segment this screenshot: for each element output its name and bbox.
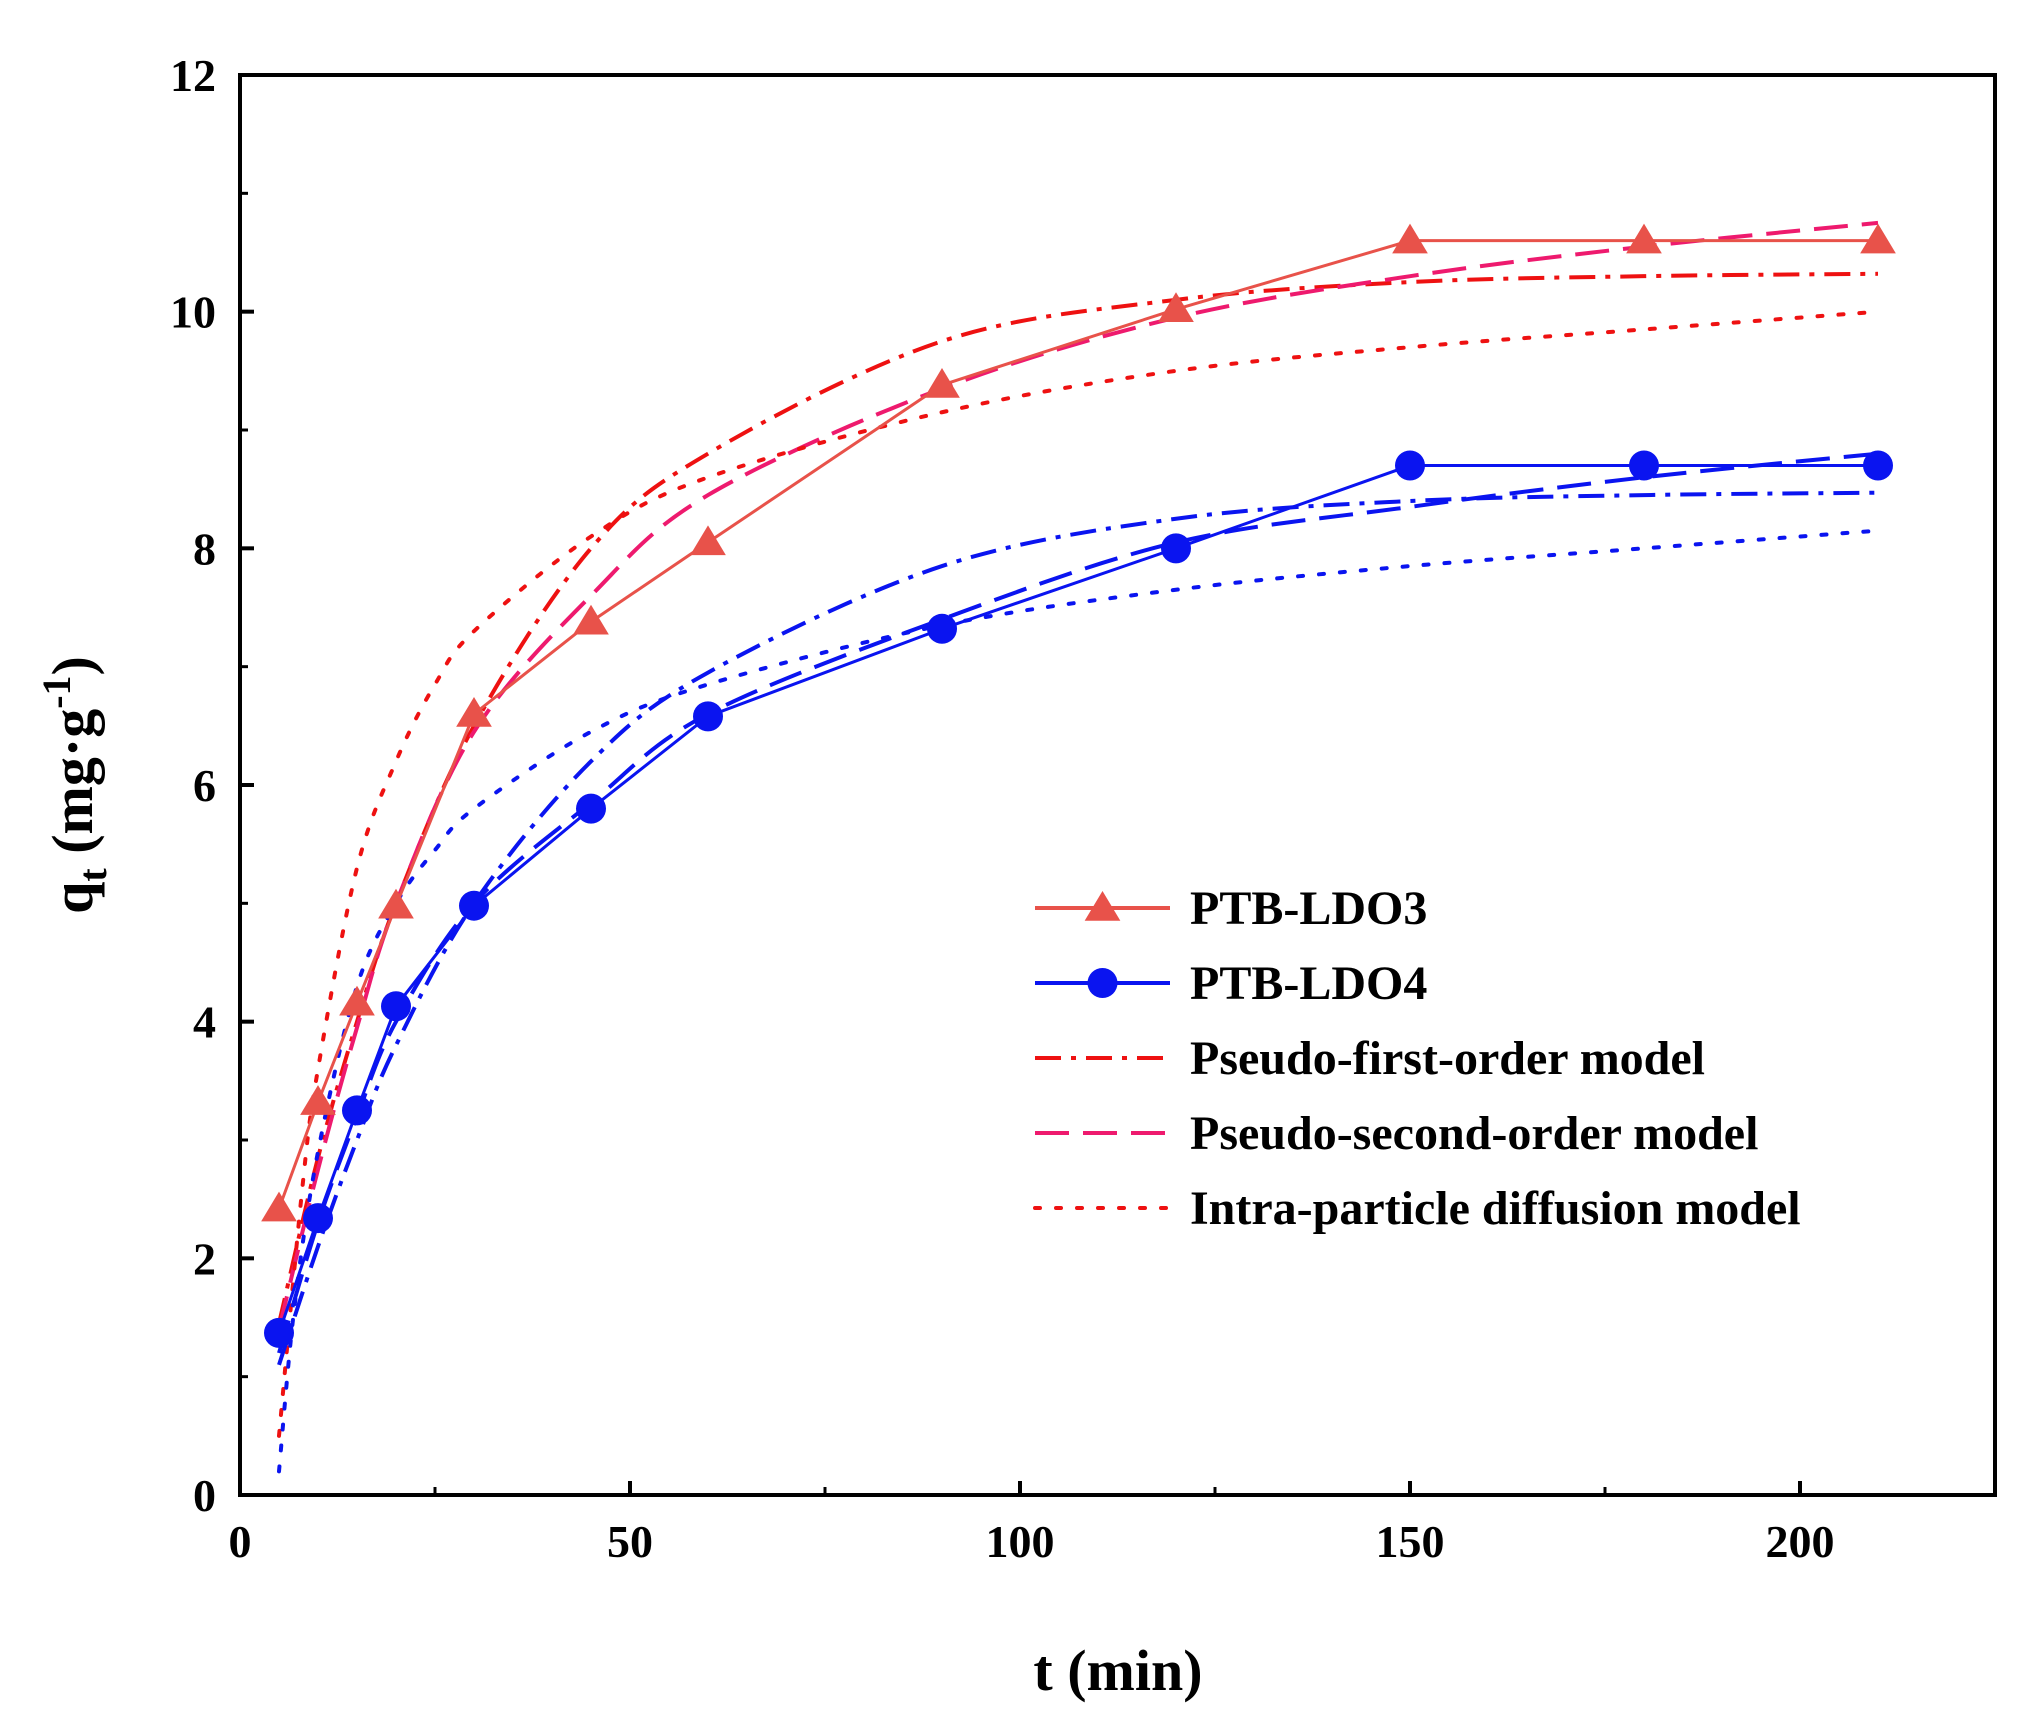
data-point bbox=[927, 613, 957, 644]
plot-markers bbox=[261, 223, 1896, 1348]
plot-curves bbox=[277, 220, 1880, 1474]
data-point bbox=[1395, 450, 1425, 481]
data-point bbox=[300, 1085, 336, 1115]
y-axis-label-close: ) bbox=[40, 656, 105, 675]
legend-marker bbox=[1087, 968, 1118, 998]
data-point bbox=[573, 604, 609, 635]
data-point bbox=[456, 697, 492, 727]
y-tick-label: 4 bbox=[193, 997, 216, 1048]
y-tick-label: 6 bbox=[193, 760, 216, 811]
y-tick-label: 12 bbox=[170, 50, 216, 101]
data-point bbox=[924, 368, 960, 398]
data-point bbox=[459, 890, 489, 921]
x-tick-label: 200 bbox=[1766, 1516, 1835, 1567]
data-point bbox=[1626, 223, 1662, 254]
data-point bbox=[261, 1191, 297, 1222]
legend-label: PTB-LDO3 bbox=[1190, 882, 1427, 935]
legend-label: Pseudo-first-order model bbox=[1190, 1032, 1705, 1085]
y-axis-label: qt (mg·g-1) bbox=[34, 656, 115, 914]
x-tick-label: 50 bbox=[607, 1516, 653, 1567]
data-point bbox=[1161, 533, 1191, 564]
model-curve bbox=[277, 220, 1879, 1330]
data-point bbox=[264, 1317, 294, 1348]
legend-marker bbox=[1084, 891, 1121, 921]
plot-frame bbox=[238, 73, 1997, 1497]
x-tick-label: 150 bbox=[1376, 1516, 1445, 1567]
data-point bbox=[693, 701, 723, 732]
data-point bbox=[690, 525, 726, 556]
model-curve bbox=[277, 309, 1880, 1438]
y-tick-label: 2 bbox=[193, 1233, 216, 1284]
legend-label: Pseudo-second-order model bbox=[1190, 1107, 1758, 1160]
y-tick-label: 8 bbox=[193, 523, 216, 574]
legend-label: PTB-LDO4 bbox=[1190, 957, 1427, 1010]
y-tick-label: 10 bbox=[170, 287, 216, 338]
data-point bbox=[576, 793, 606, 824]
data-point bbox=[1629, 450, 1659, 481]
model-curve bbox=[277, 271, 1879, 1324]
data-point bbox=[381, 991, 411, 1022]
data-point bbox=[342, 1095, 372, 1126]
y-axis-label-unit: (mg·g bbox=[40, 709, 105, 868]
x-tick-label: 100 bbox=[986, 1516, 1055, 1567]
data-point bbox=[1860, 223, 1896, 254]
data-point bbox=[1158, 292, 1194, 323]
legend-label: Intra-particle diffusion model bbox=[1190, 1182, 1801, 1235]
y-tick-label: 0 bbox=[193, 1470, 216, 1521]
series-line bbox=[277, 464, 1878, 1334]
axis-ticks: 0 50 100 150 200 0 2 4 6 8 10 12 bbox=[170, 50, 1835, 1567]
data-point bbox=[303, 1203, 333, 1234]
legend: PTB-LDO3 PTB-LDO4 Pseudo-first-order model… bbox=[1033, 882, 1801, 1235]
data-point bbox=[339, 985, 375, 1016]
data-point bbox=[1392, 223, 1428, 254]
y-axis-label-sub: t bbox=[70, 868, 115, 882]
x-tick-label: 0 bbox=[229, 1516, 252, 1567]
y-axis-label-sup: -1 bbox=[34, 675, 79, 708]
data-point bbox=[1863, 450, 1893, 481]
y-axis-label-main: q bbox=[40, 882, 105, 914]
series-line bbox=[277, 239, 1878, 1210]
x-axis-label: t (min) bbox=[1033, 1638, 1202, 1703]
data-point bbox=[378, 888, 414, 919]
